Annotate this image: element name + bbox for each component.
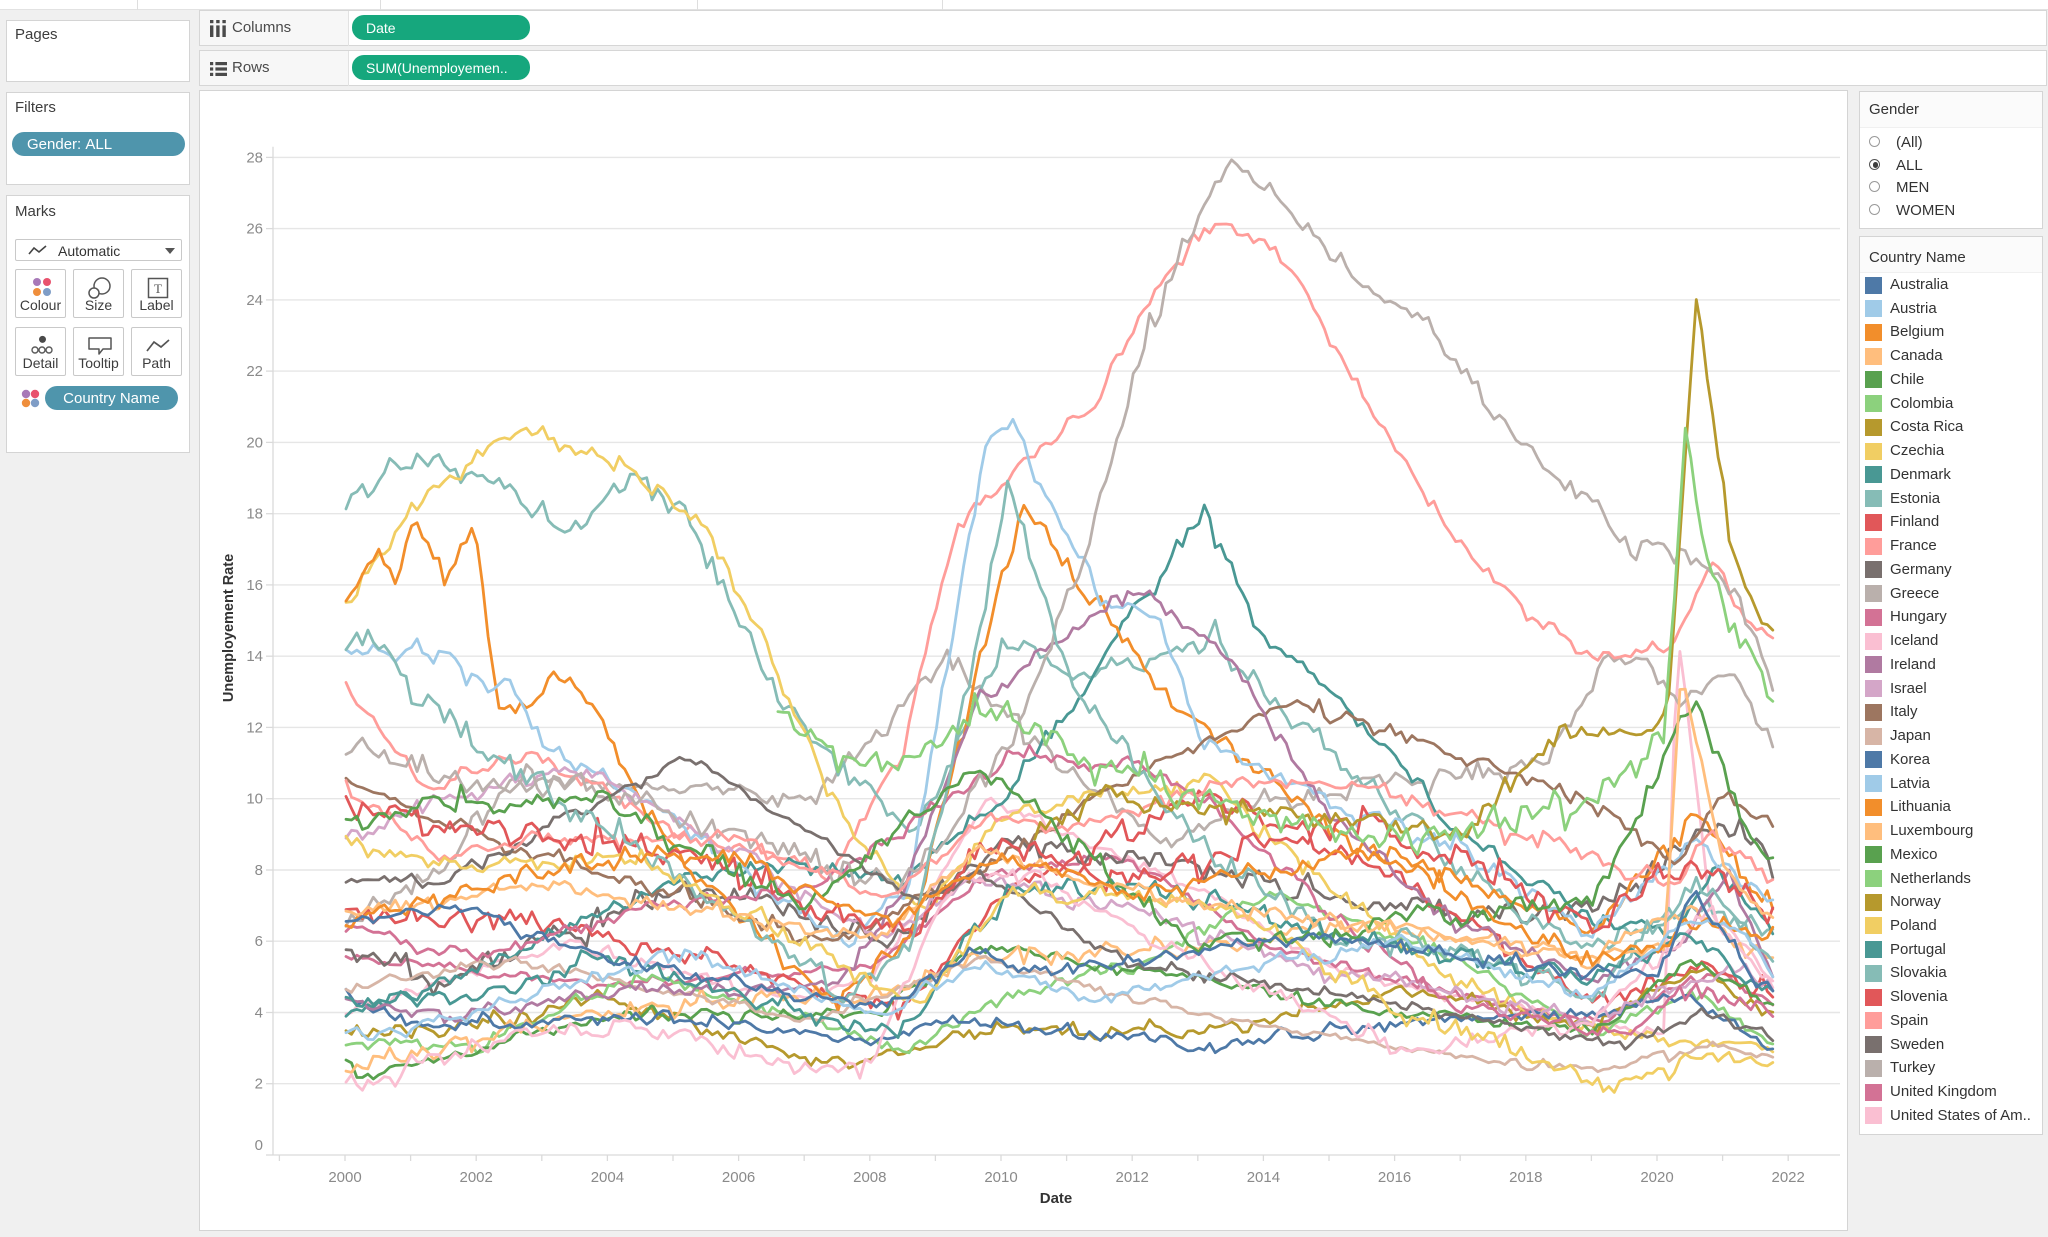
svg-text:12: 12 xyxy=(246,719,263,736)
svg-text:Unemployement Rate: Unemployement Rate xyxy=(221,554,237,702)
svg-text:2020: 2020 xyxy=(1640,1169,1673,1186)
svg-text:24: 24 xyxy=(246,292,263,309)
svg-text:2016: 2016 xyxy=(1378,1169,1411,1186)
svg-text:2012: 2012 xyxy=(1116,1169,1149,1186)
svg-text:2010: 2010 xyxy=(984,1169,1017,1186)
svg-text:28: 28 xyxy=(246,149,263,166)
svg-text:6: 6 xyxy=(255,933,263,950)
svg-text:2008: 2008 xyxy=(853,1169,886,1186)
svg-text:2: 2 xyxy=(255,1076,263,1093)
svg-text:2002: 2002 xyxy=(460,1169,493,1186)
svg-text:0: 0 xyxy=(255,1137,263,1154)
svg-text:2018: 2018 xyxy=(1509,1169,1542,1186)
svg-text:18: 18 xyxy=(246,506,263,523)
svg-text:2022: 2022 xyxy=(1772,1169,1805,1186)
svg-text:Date: Date xyxy=(1040,1190,1073,1207)
svg-text:22: 22 xyxy=(246,363,263,380)
svg-text:16: 16 xyxy=(246,577,263,594)
svg-text:20: 20 xyxy=(246,434,263,451)
svg-text:26: 26 xyxy=(246,221,263,238)
svg-text:2014: 2014 xyxy=(1247,1169,1280,1186)
svg-text:4: 4 xyxy=(255,1005,263,1022)
svg-text:2000: 2000 xyxy=(328,1169,361,1186)
svg-text:T: T xyxy=(154,281,162,296)
svg-text:2004: 2004 xyxy=(591,1169,624,1186)
svg-text:8: 8 xyxy=(255,862,263,879)
svg-text:2006: 2006 xyxy=(722,1169,755,1186)
svg-text:14: 14 xyxy=(246,648,263,665)
svg-text:10: 10 xyxy=(246,791,263,808)
